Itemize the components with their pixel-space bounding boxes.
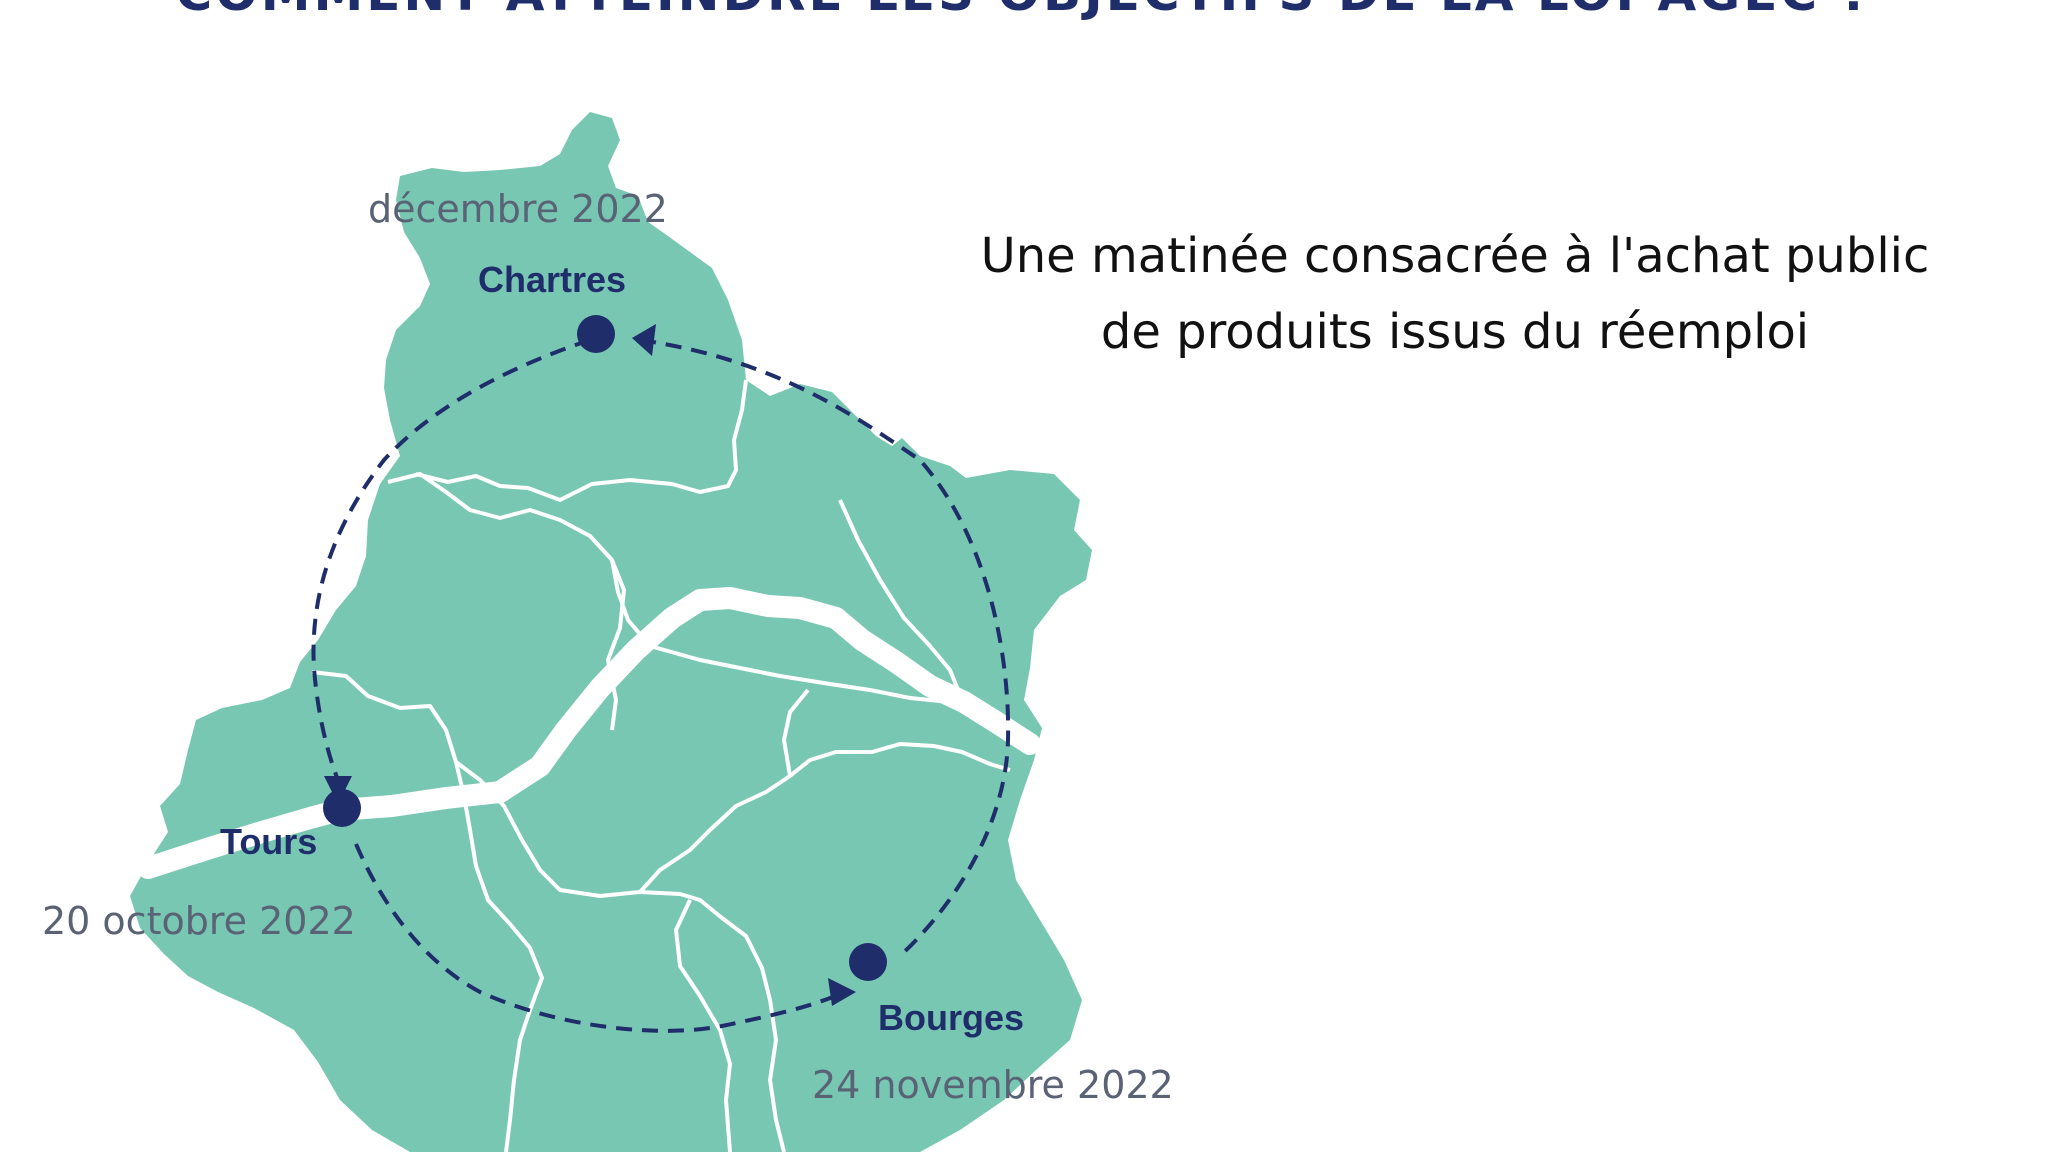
arrow-head-icon <box>828 978 856 1006</box>
chartres-label: Chartres <box>478 259 626 300</box>
chartres-marker <box>577 315 615 353</box>
slide-heading: COMMENT ATTEINDRE LES OBJECTIFS DE LA LO… <box>0 0 2048 22</box>
tours-label: Tours <box>220 821 317 862</box>
tours-date: 20 octobre 2022 <box>42 899 356 943</box>
arrow-head-icon <box>632 324 656 356</box>
circuit-path <box>311 338 1011 1033</box>
bourges-marker <box>849 943 887 981</box>
bourges-label: Bourges <box>878 997 1024 1038</box>
tours-marker <box>323 789 361 827</box>
bourges-date: 24 novembre 2022 <box>812 1063 1174 1107</box>
tagline-line-2: de produits issus du réemploi <box>1100 304 1810 360</box>
region-shape <box>130 112 1092 1152</box>
region-map: décembre 2022 Chartres Tours 20 octobre … <box>42 112 1174 1152</box>
tagline-line-1: Une matinée consacrée à l'achat public <box>980 228 1930 284</box>
event-tagline: Une matinée consacrée à l'achat public d… <box>880 218 2030 370</box>
chartres-date: décembre 2022 <box>368 187 668 231</box>
